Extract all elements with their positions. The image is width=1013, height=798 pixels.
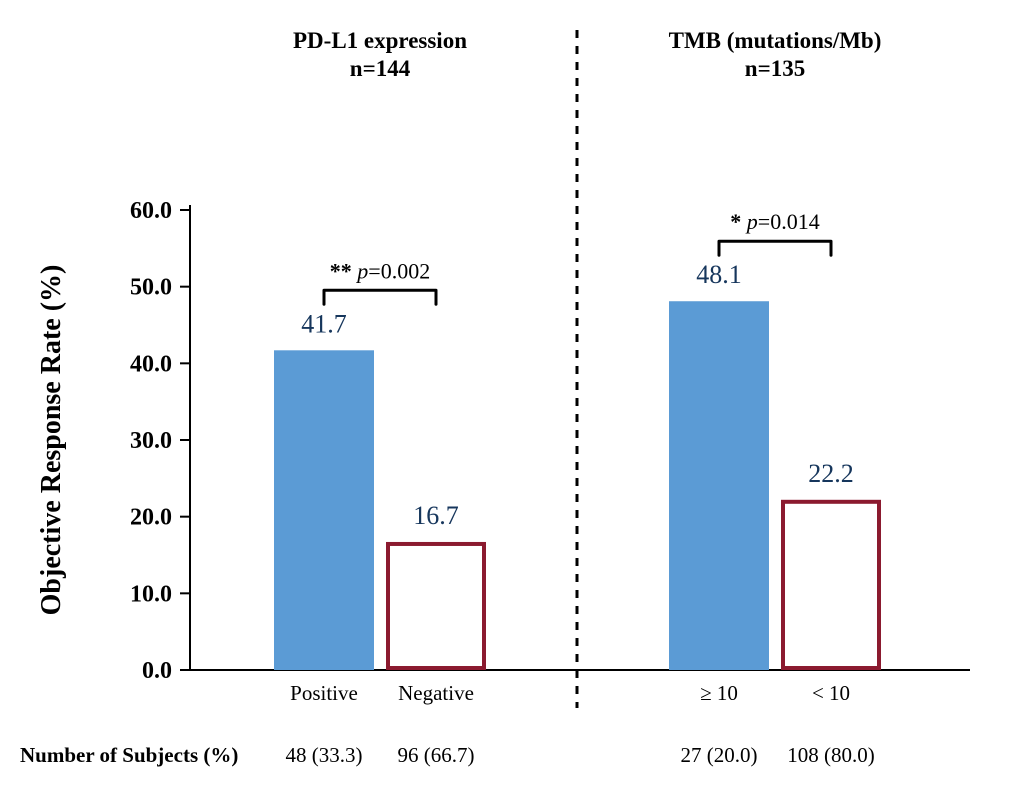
bar-pdl1-1: [388, 544, 484, 668]
subjects-label-pdl1-1: 96 (66.7): [398, 743, 475, 767]
bar-pdl1-0: [274, 350, 374, 670]
significance-label-pdl1: ** p=0.002: [330, 258, 430, 283]
y-axis-tick-label: 30.0: [130, 428, 172, 454]
bar-value-label-tmb-1: 22.2: [808, 459, 854, 488]
subjects-label-tmb-0: 27 (20.0): [681, 743, 758, 767]
bar-tmb-0: [669, 301, 769, 670]
y-axis-tick-label: 50.0: [130, 275, 172, 301]
footer-label: Number of Subjects (%): [20, 743, 238, 767]
y-axis-tick-label: 0.0: [142, 658, 172, 684]
y-axis-tick-label: 10.0: [130, 581, 172, 607]
subjects-label-pdl1-0: 48 (33.3): [286, 743, 363, 767]
bar-category-label-tmb-0: ≥ 10: [700, 681, 738, 705]
significance-label-tmb: * p=0.014: [730, 209, 819, 234]
subjects-label-tmb-1: 108 (80.0): [787, 743, 875, 767]
panel-tmb-subtitle: n=135: [745, 56, 805, 81]
y-axis-tick-label: 20.0: [130, 505, 172, 531]
bar-category-label-pdl1-0: Positive: [290, 681, 358, 705]
bar-tmb-1: [783, 502, 879, 668]
bar-category-label-tmb-1: < 10: [812, 681, 850, 705]
bar-value-label-pdl1-1: 16.7: [413, 501, 459, 530]
y-axis-label: Objective Response Rate (%): [36, 265, 67, 616]
bar-category-label-pdl1-1: Negative: [398, 681, 474, 705]
chart-figure: 0.0 10.0 20.0 30.0 40.0 50.0 60.0 Objective Res…: [0, 0, 1013, 798]
bar-value-label-tmb-0: 48.1: [696, 260, 742, 289]
bar-value-label-pdl1-0: 41.7: [301, 309, 347, 338]
panel-pdl1-title: PD-L1 expression: [293, 28, 467, 53]
y-axis-tick-label: 60.0: [130, 198, 172, 224]
y-axis-tick-label: 40.0: [130, 351, 172, 377]
panel-tmb-title: TMB (mutations/Mb): [669, 28, 882, 53]
panel-pdl1-subtitle: n=144: [350, 56, 411, 81]
